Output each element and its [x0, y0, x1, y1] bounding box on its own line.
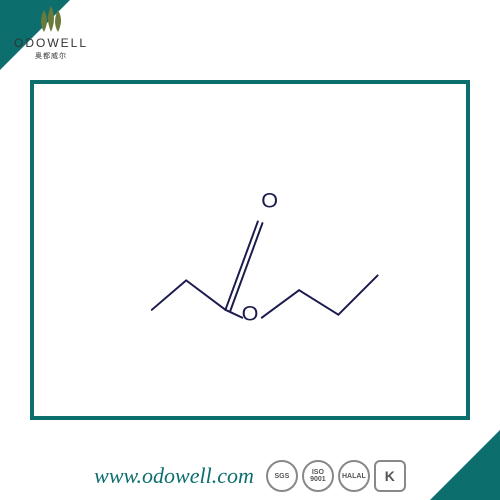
brand-name: ODOWELL — [6, 36, 96, 50]
cert-badge-halal: HALAL — [338, 460, 370, 492]
website-url: www.odowell.com — [94, 463, 254, 489]
footer: www.odowell.com SGSISO 9001HALALK — [0, 460, 500, 492]
molecule-diagram: OO — [34, 84, 466, 418]
cert-badge-k: K — [374, 460, 406, 492]
content-frame: OO — [30, 80, 470, 420]
cert-badge-sgs: SGS — [266, 460, 298, 492]
brand-logo: ODOWELL 奥都威尔 — [6, 6, 96, 61]
certification-badges: SGSISO 9001HALALK — [266, 460, 406, 492]
leaf-icon — [34, 6, 68, 34]
card-container: ODOWELL 奥都威尔 OO www.odowell.com SGSISO 9… — [0, 0, 500, 500]
cert-badge-iso-9001: ISO 9001 — [302, 460, 334, 492]
svg-text:O: O — [242, 300, 259, 325]
brand-subtext: 奥都威尔 — [6, 51, 96, 61]
svg-text:O: O — [261, 188, 278, 213]
